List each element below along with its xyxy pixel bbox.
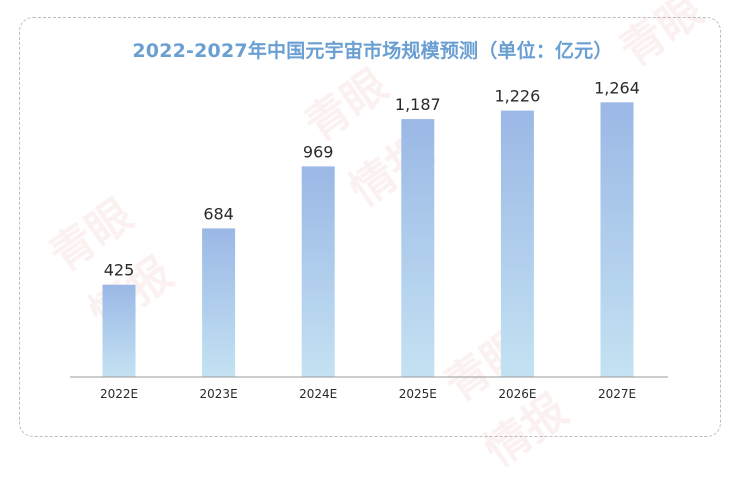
x-tick-label: 2026E bbox=[498, 387, 536, 401]
x-tick-label: 2022E bbox=[100, 387, 138, 401]
bar-2023E bbox=[202, 228, 236, 377]
data-label: 1,264 bbox=[594, 78, 640, 97]
bar-2022E bbox=[102, 284, 136, 377]
data-label: 1,187 bbox=[395, 95, 441, 114]
bar-2026E bbox=[500, 110, 534, 377]
data-label: 425 bbox=[104, 261, 135, 280]
bar-chart: 425 2022E 684 2023E 969 2024E 1,187 2025E 1,226 2… bbox=[70, 78, 668, 401]
x-tick-label: 2023E bbox=[200, 387, 238, 401]
chart-title: 2022-2027年中国元宇宙市场规模预测（单位：亿元） bbox=[132, 40, 613, 62]
bar-2025E bbox=[401, 119, 435, 377]
bar-2027E bbox=[600, 102, 634, 378]
x-tick-label: 2027E bbox=[598, 387, 636, 401]
data-label: 1,226 bbox=[494, 87, 540, 106]
data-label: 684 bbox=[203, 204, 234, 223]
x-tick-label: 2025E bbox=[399, 387, 437, 401]
data-label: 969 bbox=[303, 142, 334, 161]
bar-2024E bbox=[301, 166, 335, 377]
x-tick-label: 2024E bbox=[299, 387, 337, 401]
